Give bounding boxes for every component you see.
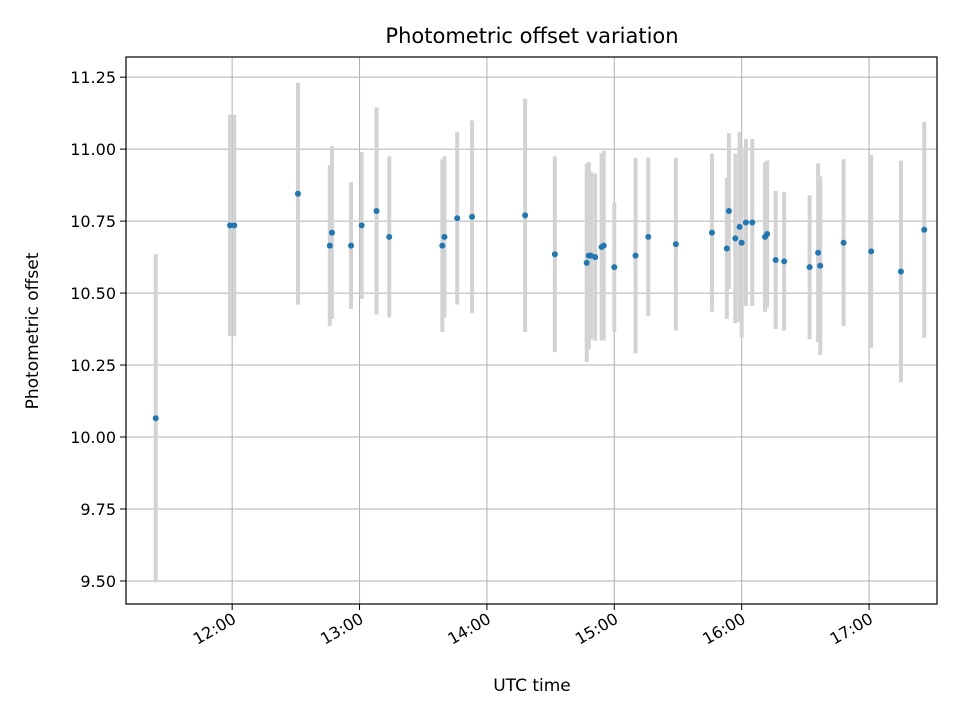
y-tick-label: 10.75 bbox=[70, 212, 116, 231]
data-point bbox=[583, 259, 590, 266]
data-point bbox=[373, 208, 380, 215]
data-point bbox=[328, 229, 335, 236]
data-point bbox=[764, 231, 771, 238]
y-tick-label: 10.00 bbox=[70, 428, 116, 447]
data-point bbox=[868, 248, 875, 255]
data-point bbox=[723, 245, 730, 252]
data-point bbox=[806, 264, 813, 271]
data-points bbox=[152, 190, 928, 422]
data-point bbox=[672, 241, 679, 248]
data-point bbox=[469, 213, 476, 220]
data-point bbox=[840, 239, 847, 246]
data-point bbox=[600, 242, 607, 249]
data-point bbox=[817, 262, 824, 269]
data-point bbox=[897, 268, 904, 275]
y-axis-title: Photometric offset bbox=[23, 252, 43, 409]
data-point bbox=[781, 258, 788, 265]
data-point bbox=[386, 233, 393, 240]
data-point bbox=[725, 208, 732, 215]
y-tick-label: 11.25 bbox=[70, 68, 116, 87]
data-point bbox=[231, 222, 238, 229]
data-point bbox=[592, 254, 599, 261]
plot-frame bbox=[125, 56, 938, 605]
data-point bbox=[742, 219, 749, 226]
data-point bbox=[152, 415, 159, 422]
grid-lines bbox=[126, 57, 937, 604]
data-point bbox=[358, 222, 365, 229]
data-point bbox=[632, 252, 639, 259]
data-point bbox=[736, 223, 743, 230]
data-point bbox=[611, 264, 618, 271]
data-point bbox=[921, 226, 928, 233]
data-point bbox=[551, 251, 558, 258]
chart-title: Photometric offset variation bbox=[385, 24, 678, 48]
y-tick-label: 11.00 bbox=[70, 140, 116, 159]
data-point bbox=[454, 215, 461, 222]
x-axis-title: UTC time bbox=[493, 676, 571, 696]
data-point bbox=[441, 233, 448, 240]
data-point bbox=[227, 222, 234, 229]
y-tick-label: 10.25 bbox=[70, 356, 116, 375]
data-point bbox=[732, 235, 739, 242]
data-point bbox=[815, 249, 822, 256]
y-tick-label: 9.75 bbox=[80, 500, 116, 519]
data-point bbox=[738, 239, 745, 246]
data-point bbox=[326, 242, 333, 249]
y-tick-label: 10.50 bbox=[70, 284, 116, 303]
data-point bbox=[708, 229, 715, 236]
data-point bbox=[439, 242, 446, 249]
data-point bbox=[522, 212, 529, 219]
data-point bbox=[749, 219, 756, 226]
data-point bbox=[645, 233, 652, 240]
data-point bbox=[294, 190, 301, 197]
data-point bbox=[772, 256, 779, 263]
y-tick-label: 9.50 bbox=[80, 572, 116, 591]
data-point bbox=[348, 242, 355, 249]
